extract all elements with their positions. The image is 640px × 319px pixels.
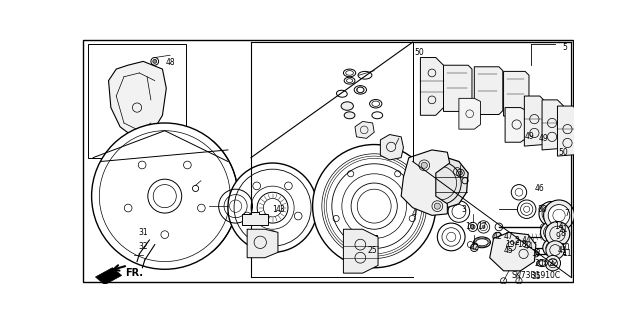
Polygon shape: [413, 156, 468, 209]
Text: 16: 16: [466, 222, 476, 231]
Polygon shape: [459, 98, 481, 129]
Text: 8: 8: [561, 229, 565, 238]
Circle shape: [553, 221, 568, 237]
Polygon shape: [524, 96, 546, 146]
Polygon shape: [95, 268, 122, 285]
Circle shape: [546, 241, 564, 259]
Circle shape: [153, 59, 157, 63]
Polygon shape: [474, 67, 503, 115]
Circle shape: [92, 123, 238, 269]
Circle shape: [539, 202, 564, 226]
Polygon shape: [505, 108, 528, 142]
Circle shape: [458, 171, 462, 175]
Text: 50: 50: [558, 148, 568, 157]
Text: 2: 2: [515, 235, 519, 245]
Circle shape: [493, 232, 502, 241]
Text: 18: 18: [517, 240, 527, 249]
Text: 3: 3: [462, 205, 467, 214]
Polygon shape: [242, 211, 268, 225]
Polygon shape: [504, 71, 529, 116]
Text: 18: 18: [531, 249, 541, 258]
Polygon shape: [557, 106, 579, 156]
Text: 32: 32: [138, 242, 148, 251]
Text: 1: 1: [272, 205, 276, 214]
Text: 14: 14: [554, 222, 564, 231]
Circle shape: [548, 204, 570, 226]
Text: 4: 4: [412, 209, 417, 218]
Text: 42: 42: [493, 233, 502, 241]
Polygon shape: [355, 122, 374, 138]
Text: 43: 43: [275, 205, 285, 214]
Polygon shape: [351, 233, 378, 246]
Text: 47: 47: [504, 233, 514, 241]
Circle shape: [228, 163, 317, 252]
Text: 2: 2: [515, 238, 519, 247]
Text: 25: 25: [368, 246, 378, 255]
Text: 17: 17: [477, 222, 487, 231]
Text: 7: 7: [564, 209, 569, 218]
Circle shape: [482, 226, 485, 228]
Polygon shape: [420, 57, 444, 115]
Polygon shape: [247, 229, 278, 258]
Text: 22: 22: [548, 259, 557, 268]
Text: 20: 20: [535, 259, 545, 268]
Polygon shape: [444, 65, 472, 111]
Text: 44: 44: [524, 242, 533, 251]
Text: 50: 50: [414, 48, 424, 57]
Circle shape: [543, 239, 560, 256]
Polygon shape: [490, 232, 536, 271]
Polygon shape: [542, 100, 564, 150]
Text: 10: 10: [561, 243, 570, 252]
Text: 44: 44: [522, 235, 532, 245]
Text: 31: 31: [138, 228, 148, 237]
Circle shape: [545, 221, 570, 246]
Ellipse shape: [341, 102, 353, 110]
Text: 41: 41: [558, 246, 568, 255]
Ellipse shape: [344, 112, 355, 119]
Circle shape: [551, 262, 554, 265]
Polygon shape: [401, 150, 450, 215]
Polygon shape: [88, 44, 186, 158]
Text: 49: 49: [525, 132, 534, 141]
Circle shape: [312, 145, 436, 268]
Text: 9: 9: [555, 233, 560, 241]
Text: 19: 19: [506, 240, 515, 249]
Polygon shape: [344, 229, 378, 273]
Circle shape: [545, 256, 561, 271]
Text: 30: 30: [537, 205, 547, 214]
Circle shape: [421, 162, 428, 168]
Circle shape: [470, 225, 475, 229]
Text: 35: 35: [531, 272, 541, 281]
Circle shape: [543, 200, 575, 231]
Text: 21: 21: [558, 225, 568, 234]
Circle shape: [435, 203, 440, 209]
Text: 42: 42: [470, 243, 479, 252]
Polygon shape: [109, 61, 166, 138]
Text: FR.: FR.: [125, 268, 143, 278]
Circle shape: [541, 221, 562, 243]
Text: 5: 5: [563, 43, 568, 52]
Polygon shape: [380, 135, 403, 160]
Text: 45: 45: [504, 246, 514, 255]
Circle shape: [470, 244, 478, 252]
Text: SK73B1910C: SK73B1910C: [511, 271, 561, 280]
Text: 46: 46: [535, 184, 545, 193]
Text: 49: 49: [539, 134, 548, 143]
FancyBboxPatch shape: [83, 40, 573, 282]
Text: 11: 11: [562, 249, 572, 258]
Text: 48: 48: [165, 58, 175, 67]
